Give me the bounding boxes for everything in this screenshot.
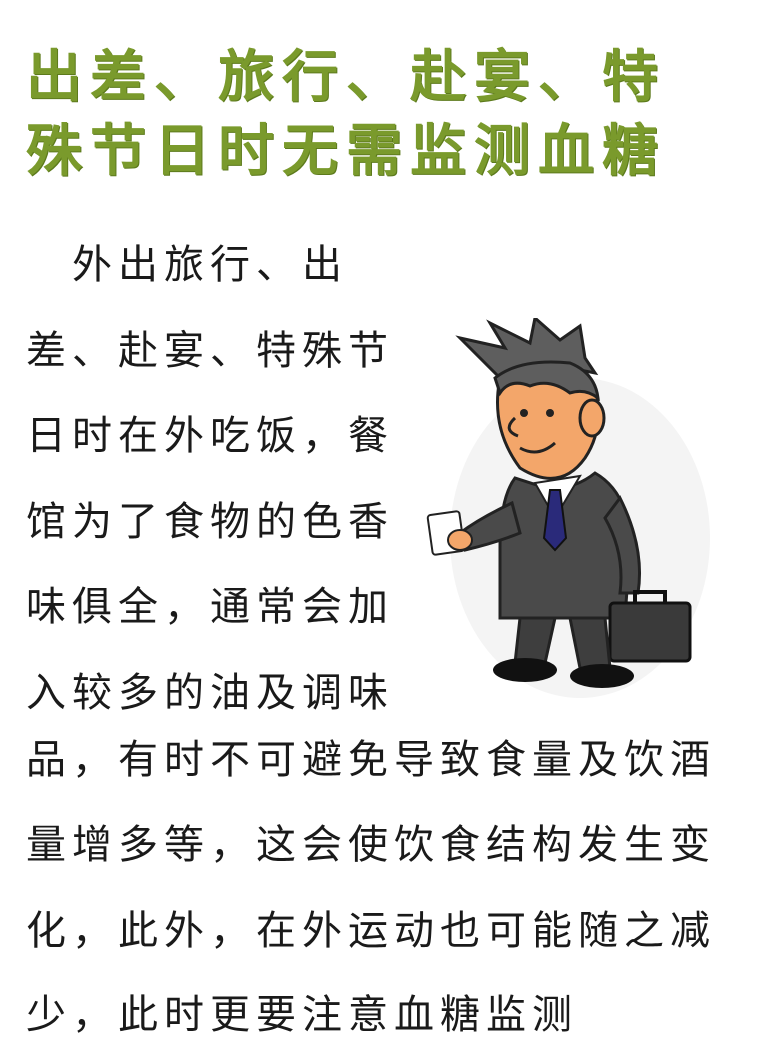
body-line: 味俱全，通常会加	[26, 584, 394, 630]
businessman-with-briefcase-illustration	[420, 315, 720, 698]
briefcase-handle	[633, 590, 667, 603]
nose-shape	[507, 416, 519, 438]
arm-right-shape	[603, 495, 642, 595]
body-line: 差、赴宴、特殊节	[26, 328, 394, 374]
fringe-shape	[493, 360, 600, 402]
title-line-1: 出差、旅行、赴宴、特	[26, 44, 666, 110]
eye-left	[520, 409, 528, 417]
body-line: 品，有时不可避免导致食量及饮酒	[26, 737, 716, 783]
mouth-shape	[519, 441, 556, 454]
body-line: 量增多等，这会使饮食结构发生变	[26, 822, 716, 868]
tie-shape	[542, 489, 568, 552]
shoe-right	[570, 664, 634, 688]
shoe-left	[493, 658, 557, 682]
body-line: 化，此外，在外运动也可能随之减	[26, 908, 716, 954]
page-title: 出差、旅行、赴宴、特 殊节日时无需监测血糖	[26, 40, 746, 188]
businessman-svg	[426, 315, 710, 698]
body-line: 入较多的油及调味	[26, 670, 394, 716]
hand-shape	[447, 529, 473, 551]
ear-shape	[578, 398, 606, 438]
body-line: 日时在外吃饭，餐	[26, 413, 394, 459]
body-line: 少，此时更要注意血糖监测	[26, 992, 578, 1038]
eye-right	[546, 409, 554, 417]
briefcase-shape	[608, 601, 692, 663]
body-line: 外出旅行、出	[26, 242, 348, 288]
title-line-2: 殊节日时无需监测血糖	[26, 118, 666, 184]
body-line: 馆为了食物的色香	[26, 499, 394, 545]
